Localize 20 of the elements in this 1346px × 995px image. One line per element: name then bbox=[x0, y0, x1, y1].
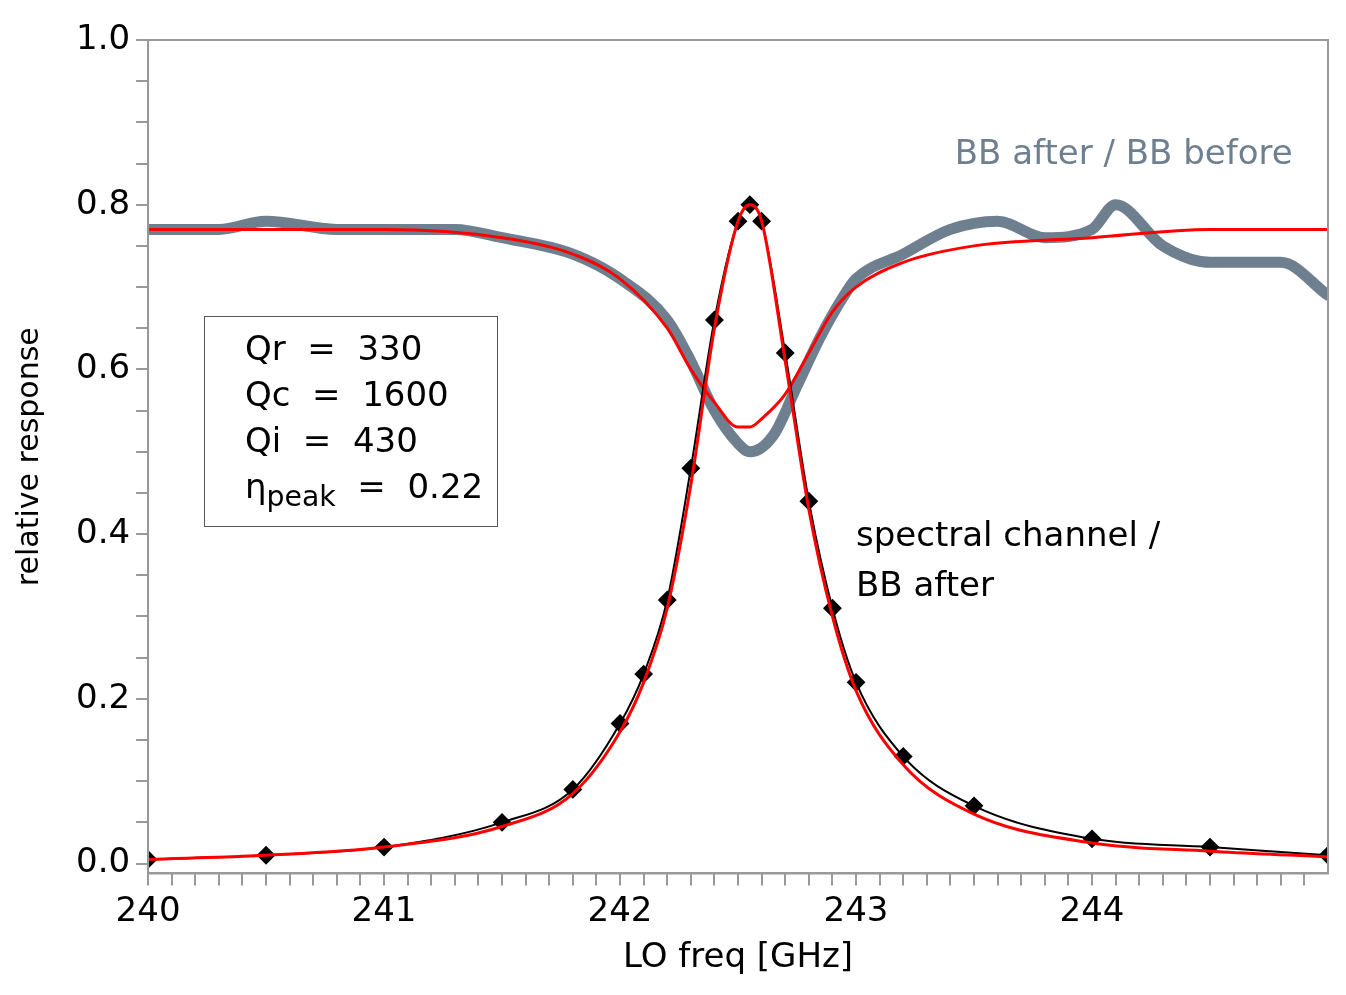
annotation: Qi = 430 bbox=[245, 419, 419, 462]
x-tick-label: 242 bbox=[587, 888, 653, 929]
annotation: Qr = 330 bbox=[245, 327, 424, 370]
point bbox=[965, 796, 984, 815]
y-tick-label: 0.2 bbox=[75, 675, 131, 716]
x-tick-label: 240 bbox=[115, 888, 181, 929]
annotation: Qc = 1600 bbox=[245, 373, 450, 416]
y-tick-label: 1.0 bbox=[75, 16, 131, 57]
x-tick-label: 243 bbox=[823, 888, 889, 929]
x-tick-label: 241 bbox=[351, 888, 417, 929]
y-tick-label: 0.4 bbox=[75, 510, 131, 551]
y-axis-title: relative response bbox=[9, 327, 45, 587]
series-label: spectral channel / BB after bbox=[856, 514, 1161, 605]
y-tick-label: 0.0 bbox=[75, 840, 131, 881]
x-tick-label: 244 bbox=[1059, 888, 1125, 929]
series-label: BB after / BB before bbox=[954, 131, 1293, 172]
x-axis-title: LO freq [GHz] bbox=[622, 935, 854, 976]
annotation: η$_{peak}$ = 0.22 bbox=[245, 465, 484, 515]
y-tick-label: 0.8 bbox=[75, 181, 131, 222]
y-tick-label: 0.6 bbox=[75, 346, 131, 387]
